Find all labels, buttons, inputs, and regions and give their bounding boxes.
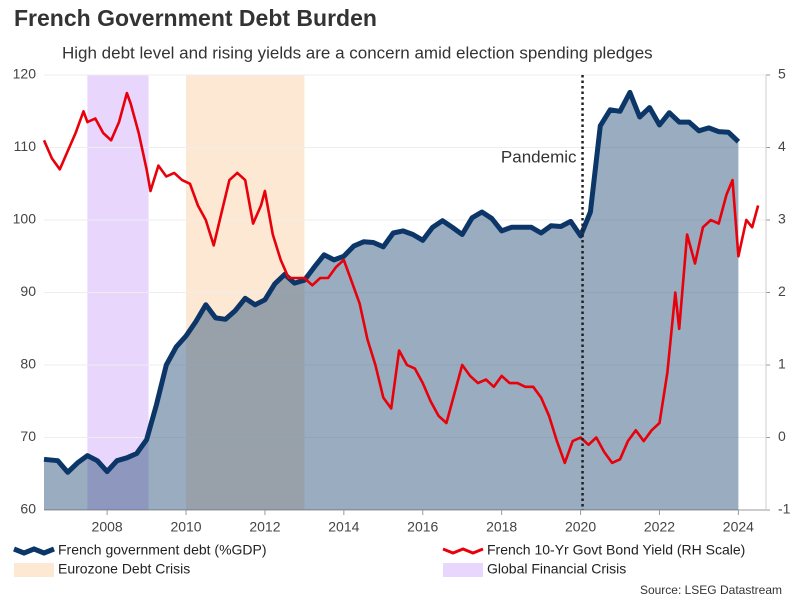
legend-swatch [442, 547, 484, 555]
y-tick-label: 120 [13, 66, 37, 82]
y-tick-label: 60 [20, 501, 36, 517]
y2-tick-label: 2 [778, 283, 786, 299]
legend-swatch [13, 546, 55, 556]
y-tick-label: 110 [14, 138, 37, 154]
y2-tick-label: 0 [778, 428, 786, 444]
x-tick-label: 2014 [328, 519, 359, 535]
series-line [43, 89, 741, 475]
x-tick-label: 2008 [92, 519, 123, 535]
y-tick-label: 80 [20, 356, 36, 372]
area [44, 92, 739, 511]
x-tick-label: 2022 [644, 519, 675, 535]
x-tick-label: 2016 [407, 519, 438, 535]
series-line [42, 91, 760, 465]
legend-label: French government debt (%GDP) [58, 542, 267, 558]
x-tick-label: 2012 [249, 519, 280, 535]
y-tick-label: 70 [20, 428, 36, 444]
legend-label: Global Financial Crisis [487, 561, 626, 577]
y2-tick-label: 1 [778, 356, 786, 372]
y-tick-label: 100 [13, 211, 37, 227]
y-tick-label: 90 [20, 283, 36, 299]
legend-swatch [443, 563, 483, 577]
legend-swatch [14, 563, 54, 577]
y2-tick-label: -1 [778, 501, 791, 517]
y2-tick-label: 5 [778, 66, 786, 82]
source: Source: LSEG Datastream [640, 583, 782, 597]
x-tick-label: 2024 [723, 519, 754, 535]
y2-tick-label: 4 [778, 138, 786, 154]
legend-label: Eurozone Debt Crisis [58, 561, 190, 577]
x-tick-label: 2010 [170, 519, 201, 535]
y2-tick-label: 3 [778, 211, 786, 227]
chart-title: French Government Debt Burden [14, 5, 377, 31]
annotation-label: Pandemic [501, 147, 577, 166]
legend-label: French 10-Yr Govt Bond Yield (RH Scale) [487, 542, 745, 558]
chart-subtitle: High debt level and rising yields are a … [62, 43, 653, 62]
x-tick-label: 2020 [565, 519, 596, 535]
x-tick-label: 2018 [486, 519, 517, 535]
